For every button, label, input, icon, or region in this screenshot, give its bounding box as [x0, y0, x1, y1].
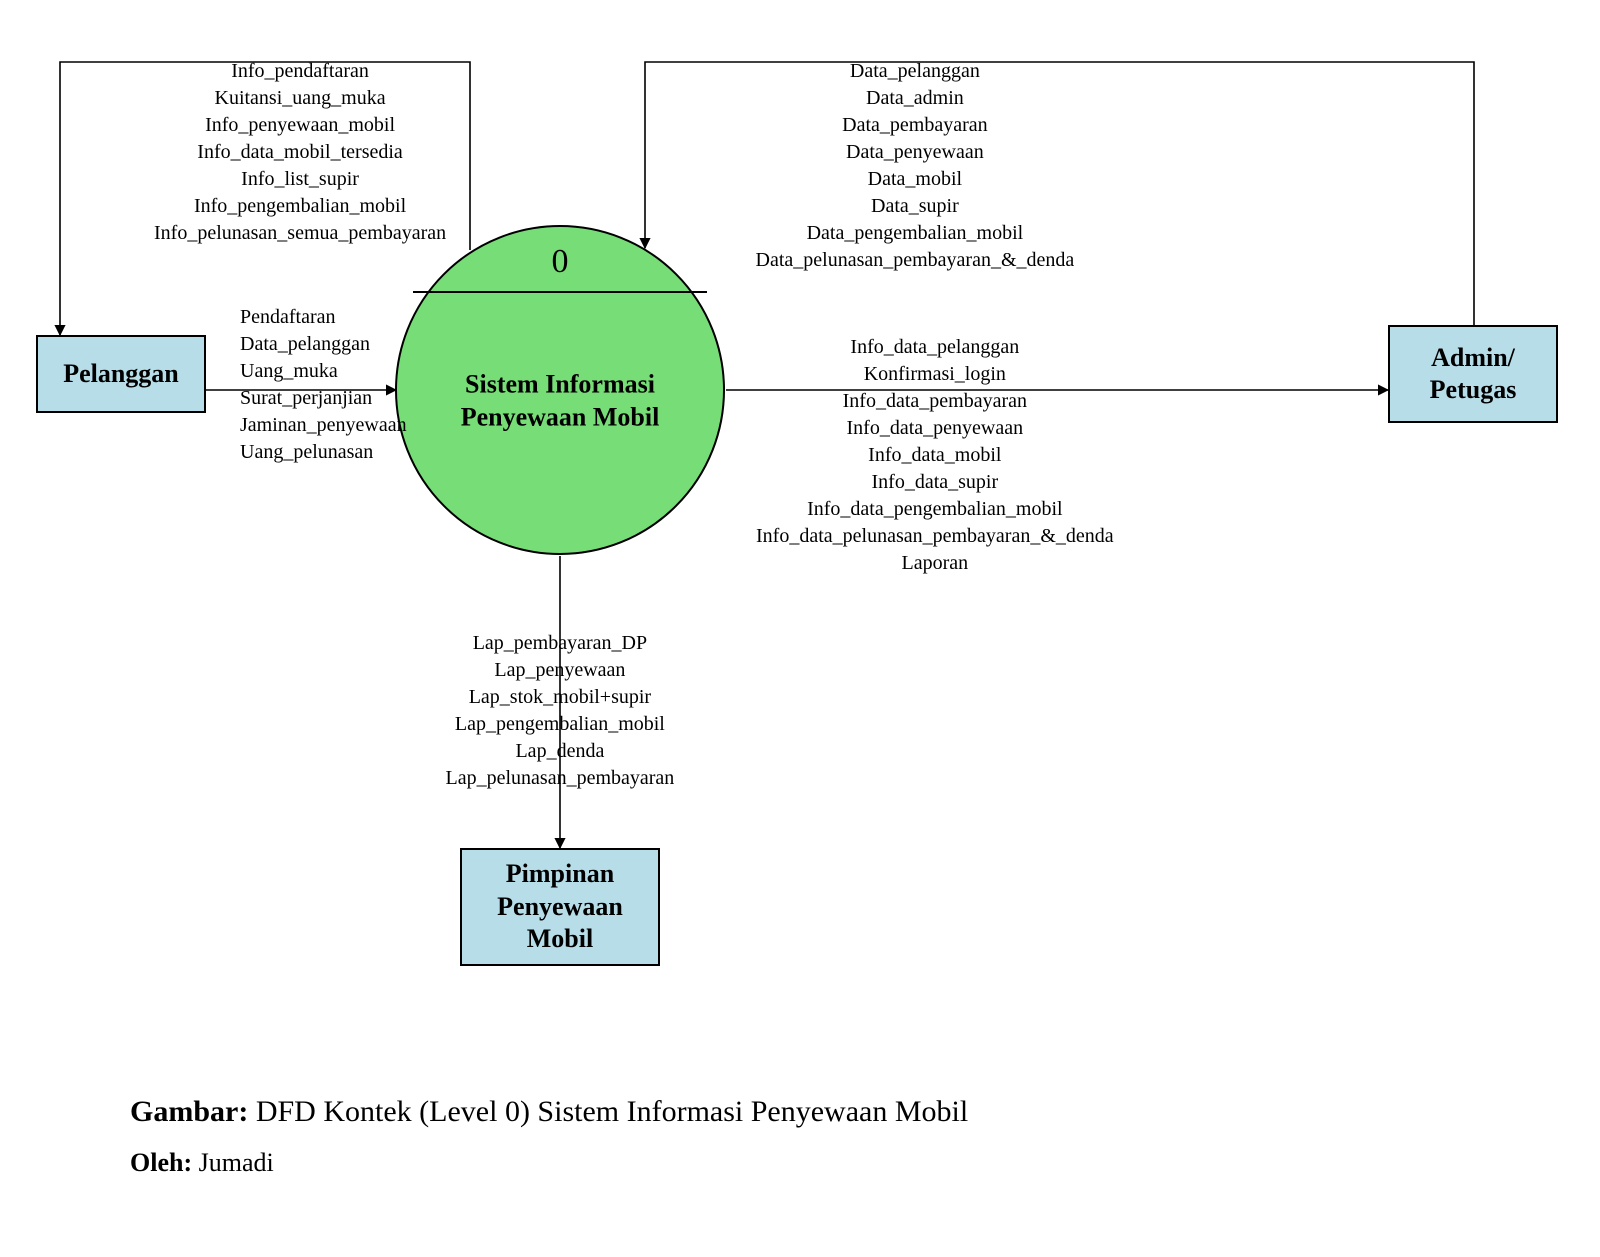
entity-pimpinan: Pimpinan Penyewaan Mobil — [460, 848, 660, 966]
caption-prefix: Gambar: — [130, 1095, 248, 1128]
figure-caption: Gambar: DFD Kontek (Level 0) Sistem Info… — [130, 1095, 968, 1129]
byline-name: Jumadi — [199, 1148, 274, 1177]
flow-labels-admin-to-process: Data_pelangganData_adminData_pembayaranD… — [756, 58, 1075, 274]
process-title-line1: Sistem Informasi — [465, 370, 655, 399]
flow-labels-process-to-pimpinan: Lap_pembayaran_DPLap_penyewaanLap_stok_m… — [446, 630, 675, 792]
process-node: 0 Sistem Informasi Penyewaan Mobil — [395, 225, 725, 555]
entity-pelanggan-label: Pelanggan — [63, 358, 179, 391]
entity-pimpinan-label-3: Mobil — [527, 924, 593, 953]
entity-pimpinan-label-1: Pimpinan — [506, 859, 614, 888]
entity-admin-label-1: Admin/ — [1431, 343, 1515, 372]
caption-text: DFD Kontek (Level 0) Sistem Informasi Pe… — [256, 1095, 968, 1128]
process-title: Sistem Informasi Penyewaan Mobil — [397, 369, 723, 434]
entity-pimpinan-label-2: Penyewaan — [497, 892, 623, 921]
entity-admin: Admin/ Petugas — [1388, 325, 1558, 423]
flow-labels-process-to-pelanggan: Info_pendaftaranKuitansi_uang_mukaInfo_p… — [154, 58, 446, 247]
flow-labels-pelanggan-to-process: PendaftaranData_pelangganUang_mukaSurat_… — [240, 304, 407, 466]
entity-admin-label-2: Petugas — [1430, 375, 1517, 404]
flow-labels-process-to-admin: Info_data_pelangganKonfirmasi_loginInfo_… — [756, 334, 1114, 577]
process-title-line2: Penyewaan Mobil — [461, 402, 660, 431]
byline-prefix: Oleh: — [130, 1148, 192, 1177]
process-id: 0 — [397, 243, 723, 281]
entity-pelanggan: Pelanggan — [36, 335, 206, 413]
figure-byline: Oleh: Jumadi — [130, 1148, 274, 1178]
process-divider — [413, 291, 706, 293]
dfd-canvas: 0 Sistem Informasi Penyewaan Mobil Pelan… — [0, 0, 1600, 1257]
